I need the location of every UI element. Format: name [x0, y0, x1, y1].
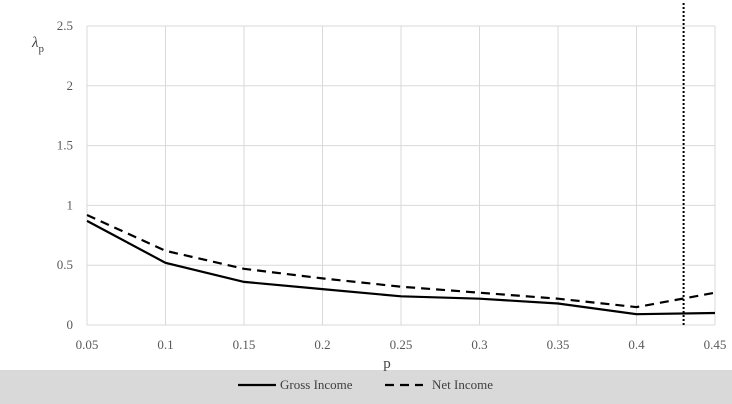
y-tick-label: 1 — [67, 197, 74, 212]
x-axis-ticks: 0.05 0.1 0.15 0.2 0.25 0.3 0.35 0.4 0.45 — [76, 337, 727, 352]
gridlines — [86, 25, 716, 326]
y-axis-title-sub: p — [39, 43, 45, 55]
legend-label-net-income: Net Income — [432, 377, 493, 392]
series-line-gross-income — [86, 219, 716, 316]
y-tick-label: 0 — [67, 317, 74, 332]
x-tick-label: 0.35 — [547, 337, 570, 352]
x-tick-label: 0.15 — [233, 337, 256, 352]
x-axis-title: p — [383, 356, 391, 372]
series-lines — [86, 213, 716, 316]
plot-area — [0, 0, 732, 370]
legend-label-gross-income: Gross Income — [280, 377, 353, 392]
y-axis-title-main: λ — [31, 35, 39, 51]
y-tick-label: 1.5 — [57, 138, 73, 153]
legend: Gross Income Net Income — [238, 377, 493, 392]
y-tick-label: 2 — [67, 78, 74, 93]
y-tick-label: 2.5 — [57, 18, 73, 33]
y-tick-label: 0.5 — [57, 257, 73, 272]
series-line-net-income — [86, 213, 716, 309]
y-axis-ticks: 0 0.5 1 1.5 2 2.5 — [57, 18, 73, 332]
x-tick-label: 0.2 — [314, 337, 330, 352]
x-tick-label: 0.45 — [704, 337, 727, 352]
x-tick-label: 0.25 — [390, 337, 413, 352]
x-tick-label: 0.4 — [628, 337, 645, 352]
x-tick-label: 0.1 — [157, 337, 173, 352]
y-axis-title: λp — [31, 35, 45, 55]
x-tick-label: 0.3 — [471, 337, 487, 352]
x-tick-label: 0.05 — [76, 337, 99, 352]
